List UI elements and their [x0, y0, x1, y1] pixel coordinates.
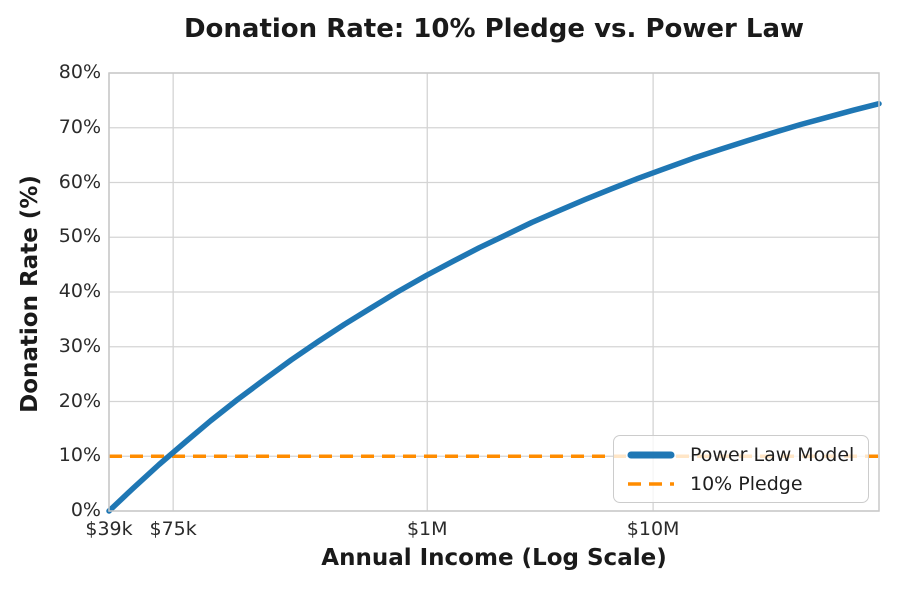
x-axis-label: Annual Income (Log Scale): [321, 545, 667, 571]
chart-title: Donation Rate: 10% Pledge vs. Power Law: [183, 14, 805, 44]
solid-line-swatch-icon: [627, 451, 675, 458]
legend-label: 10% Pledge: [690, 472, 803, 495]
y-tick-label: 60%: [58, 170, 101, 193]
y-tick-label: 80%: [58, 61, 101, 83]
dashed-line-swatch-icon: [628, 481, 674, 486]
x-tick-label: $39k: [85, 518, 133, 540]
plot-border: [108, 72, 880, 512]
power-law-curve: [106, 100, 882, 514]
x-tick-label: $75k: [149, 518, 197, 540]
y-tick-label: 50%: [58, 225, 101, 248]
legend: Power Law Model 10% Pledge: [613, 435, 869, 503]
y-tick-label: 70%: [58, 115, 101, 138]
legend-label: Power Law Model: [690, 443, 855, 466]
y-tick-label: 20%: [58, 389, 101, 412]
legend-item-power-law: Power Law Model: [626, 444, 856, 466]
y-tick-label: 0%: [70, 499, 101, 521]
y-tick-label: 10%: [58, 444, 101, 467]
x-tick-label: $10M: [626, 518, 680, 540]
y-tick-label: 40%: [58, 280, 101, 302]
legend-item-pledge: 10% Pledge: [626, 473, 856, 495]
x-tick-label: $1M: [406, 518, 448, 540]
y-tick-label: 30%: [58, 334, 101, 357]
